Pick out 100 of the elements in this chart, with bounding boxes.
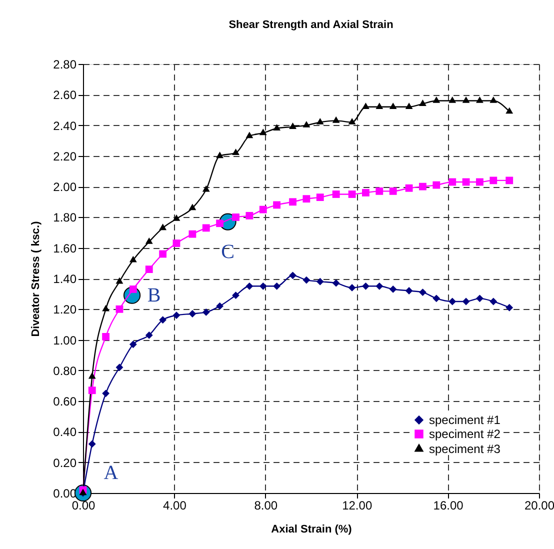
point xyxy=(476,294,484,302)
point xyxy=(172,214,180,221)
point xyxy=(188,204,196,210)
y-tick-label: 1.20 xyxy=(53,302,77,317)
point xyxy=(476,96,484,103)
point xyxy=(419,182,426,190)
point xyxy=(362,282,370,290)
y-tick-label: 2.00 xyxy=(53,180,77,194)
point xyxy=(116,364,124,372)
point xyxy=(259,128,267,136)
point xyxy=(332,190,340,198)
point xyxy=(389,102,397,110)
y-tick-label: 0.20 xyxy=(53,456,77,470)
point xyxy=(362,188,370,196)
x-tick-label: 12.00 xyxy=(342,498,372,512)
point xyxy=(462,96,470,103)
x-tick-label: 20.00 xyxy=(524,498,554,512)
point xyxy=(159,224,167,230)
point xyxy=(202,185,210,192)
point xyxy=(102,333,110,340)
y-tick-label: 2.80 xyxy=(53,58,77,72)
y-tick-label: 0.60 xyxy=(53,394,77,409)
point xyxy=(129,256,137,262)
point xyxy=(348,190,356,198)
point xyxy=(348,118,356,124)
point xyxy=(159,250,167,258)
chart-title: Shear Strength and Axial Strain xyxy=(228,19,394,31)
point xyxy=(145,266,153,274)
point xyxy=(273,282,281,290)
legend-label: speciment #2 xyxy=(429,427,501,441)
y-tick-label: 2.60 xyxy=(53,88,77,102)
point xyxy=(202,308,210,316)
point xyxy=(405,102,413,110)
point xyxy=(506,176,514,184)
y-tick-label: 2.40 xyxy=(53,118,77,133)
point xyxy=(405,184,413,192)
x-tick-label: 0.00 xyxy=(72,498,96,512)
point xyxy=(316,194,324,202)
x-tick-label: 4.00 xyxy=(163,498,187,512)
point xyxy=(129,286,137,293)
point xyxy=(476,178,484,186)
point xyxy=(490,298,498,306)
point xyxy=(216,152,224,158)
point xyxy=(246,282,254,290)
point xyxy=(246,212,254,220)
point xyxy=(376,187,384,195)
point xyxy=(116,305,124,313)
point xyxy=(246,132,254,138)
point xyxy=(259,282,267,290)
point xyxy=(172,240,180,247)
point xyxy=(302,121,310,128)
y-tick-label: 0.80 xyxy=(53,364,77,378)
point xyxy=(159,316,167,324)
point xyxy=(232,292,240,300)
point xyxy=(448,178,456,186)
point xyxy=(88,440,96,448)
point xyxy=(289,122,296,129)
y-tick-label: 0.40 xyxy=(53,425,77,440)
point xyxy=(389,286,397,293)
y-tick-label: 1.60 xyxy=(53,241,77,256)
point xyxy=(332,279,340,287)
point xyxy=(448,96,456,103)
point xyxy=(506,107,514,114)
point xyxy=(188,310,196,318)
point xyxy=(232,148,240,156)
legend-label: speciment #1 xyxy=(429,413,501,427)
point xyxy=(289,198,296,206)
x-axis-title: Axial Strain (%) xyxy=(271,524,352,536)
point xyxy=(419,288,426,296)
y-tick-label: 1.80 xyxy=(53,210,77,225)
point xyxy=(376,102,384,110)
point xyxy=(273,124,281,130)
point xyxy=(129,340,137,348)
legend-label: speciment #3 xyxy=(429,442,501,456)
annotation: C xyxy=(221,240,234,263)
x-tick-label: 16.00 xyxy=(433,498,464,512)
point xyxy=(232,214,240,221)
x-tick-label: 8.00 xyxy=(254,498,278,512)
point xyxy=(259,206,267,214)
point xyxy=(102,304,110,312)
point xyxy=(145,331,153,339)
y-tick-label: 1.00 xyxy=(53,333,77,348)
point xyxy=(419,100,426,106)
point xyxy=(202,224,210,232)
annotation: A xyxy=(104,462,119,484)
point xyxy=(506,304,514,312)
point xyxy=(432,294,440,302)
point xyxy=(376,282,384,290)
point xyxy=(490,96,498,103)
point xyxy=(102,390,110,398)
point xyxy=(302,195,310,203)
point xyxy=(448,298,456,306)
y-tick-label: 2.20 xyxy=(53,149,77,164)
point xyxy=(302,276,310,284)
point xyxy=(316,118,324,124)
point xyxy=(88,372,96,379)
point xyxy=(216,220,224,228)
y-tick-label: 1.40 xyxy=(53,272,77,286)
y-axis-title: Diveator Stress ( ksc.) xyxy=(30,220,42,337)
point xyxy=(116,277,124,284)
